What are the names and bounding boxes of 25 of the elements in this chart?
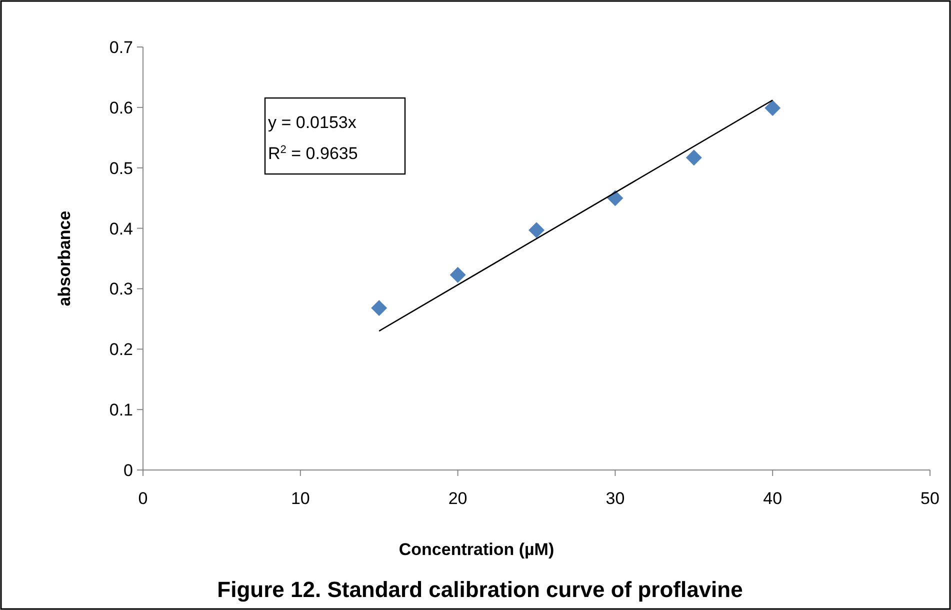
y-tick-label: 0.3 bbox=[109, 280, 133, 299]
point bbox=[450, 266, 466, 283]
x-tick-label: 20 bbox=[448, 489, 468, 508]
x-axis-title: Concentration (µM) bbox=[398, 540, 554, 559]
x-tick-label: 30 bbox=[606, 489, 625, 508]
annotation: R$^{2}$ = 0.9635 bbox=[268, 144, 358, 163]
point bbox=[686, 150, 702, 166]
point bbox=[607, 190, 624, 206]
x-tick-label: 50 bbox=[920, 489, 940, 508]
point bbox=[371, 300, 388, 316]
y-tick-label: 0.6 bbox=[109, 98, 133, 118]
point bbox=[528, 222, 544, 238]
x-tick-label: 0 bbox=[138, 489, 148, 508]
y-tick-label: 0.7 bbox=[109, 38, 133, 57]
point bbox=[764, 100, 781, 116]
y-tick-label: 0.4 bbox=[109, 219, 133, 238]
y-tick-label: 0 bbox=[124, 461, 133, 480]
y-axis-title: absorbance bbox=[55, 210, 74, 306]
y-tick-label: 0.5 bbox=[109, 158, 133, 178]
annotation: y = 0.0153x bbox=[268, 113, 357, 132]
text: Figure 12. Standard calibration curve of proflavine bbox=[217, 577, 743, 602]
x-tick-label: 10 bbox=[290, 489, 310, 508]
y-tick-label: 0.2 bbox=[109, 340, 133, 360]
y-tick-label: 0.1 bbox=[109, 400, 133, 420]
x-tick-label: 40 bbox=[763, 489, 782, 508]
